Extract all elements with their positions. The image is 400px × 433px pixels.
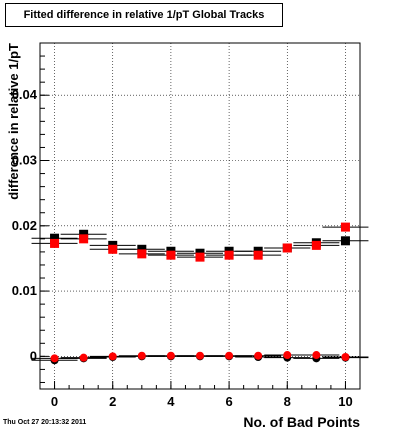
data-point-square — [311, 240, 321, 250]
data-point-circle — [341, 353, 350, 362]
y-tick-label: 0.04 — [12, 87, 38, 102]
y-tick-label: 0.03 — [12, 153, 37, 168]
data-point-square — [340, 236, 350, 246]
x-axis-label: No. of Bad Points — [243, 414, 360, 430]
data-point-square — [282, 243, 292, 253]
data-point-circle — [312, 351, 321, 360]
data-point-square — [195, 252, 205, 262]
x-tick-label: 2 — [109, 394, 116, 409]
data-point-square — [50, 233, 60, 243]
data-point-circle — [225, 351, 234, 360]
data-point-square — [79, 229, 89, 239]
data-point-circle — [254, 351, 263, 360]
data-point-circle — [196, 351, 204, 360]
data-point-square — [166, 250, 176, 260]
data-point-circle — [50, 354, 59, 363]
data-point-square — [224, 250, 234, 260]
x-tick-label: 8 — [284, 394, 291, 409]
data-point-circle — [137, 351, 146, 360]
chart-title: Fitted difference in relative 1/pT Globa… — [5, 3, 283, 27]
x-tick-label: 10 — [338, 394, 352, 409]
x-tick-label: 4 — [167, 394, 175, 409]
data-point-square — [137, 244, 147, 254]
data-point-circle — [283, 351, 292, 360]
data-point-circle — [166, 351, 175, 360]
y-tick-label: 0 — [30, 348, 37, 363]
y-tick-label: 0.01 — [12, 283, 37, 298]
y-tick-label: 0.02 — [12, 218, 37, 233]
data-point-square — [50, 238, 60, 248]
data-point-circle — [108, 352, 117, 361]
data-point-square — [108, 244, 118, 254]
x-tick-label: 0 — [51, 394, 58, 409]
y-axis-label: difference in relative 1/pT — [6, 43, 21, 200]
data-point-circle — [79, 353, 88, 362]
data-point-square — [340, 222, 350, 232]
plot-frame — [39, 42, 361, 390]
timestamp-footer: Thu Oct 27 20:13:32 2011 — [3, 419, 87, 426]
x-tick-label: 6 — [225, 394, 232, 409]
data-point-square — [253, 250, 263, 260]
data-point-square — [137, 249, 147, 259]
data-point-square — [79, 234, 89, 244]
